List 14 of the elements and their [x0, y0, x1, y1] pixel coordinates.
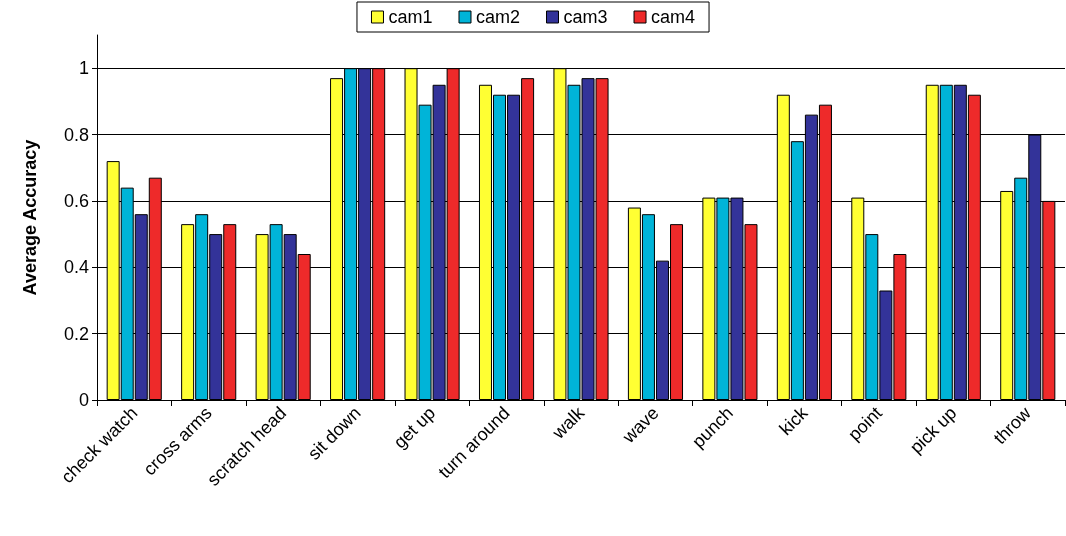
y-tick-label: 0.6 — [63, 190, 89, 211]
legend-label: cam1 — [388, 7, 433, 27]
legend-label: cam2 — [475, 7, 520, 27]
y-tick-label: 0 — [78, 390, 89, 410]
legend-label: cam4 — [651, 7, 696, 27]
x-tick-label: get up — [389, 402, 440, 453]
y-tick-label: 0.8 — [63, 124, 89, 145]
y-axis-title: Average Accuracy — [20, 139, 40, 296]
y-tick-label: 1 — [78, 58, 89, 79]
legend-label: cam3 — [563, 7, 608, 27]
y-tick-label: 0.4 — [63, 257, 89, 278]
y-tick-label: 0.2 — [63, 323, 89, 344]
x-tick-label: walk — [547, 402, 589, 444]
x-tick-label: kick — [775, 402, 813, 439]
